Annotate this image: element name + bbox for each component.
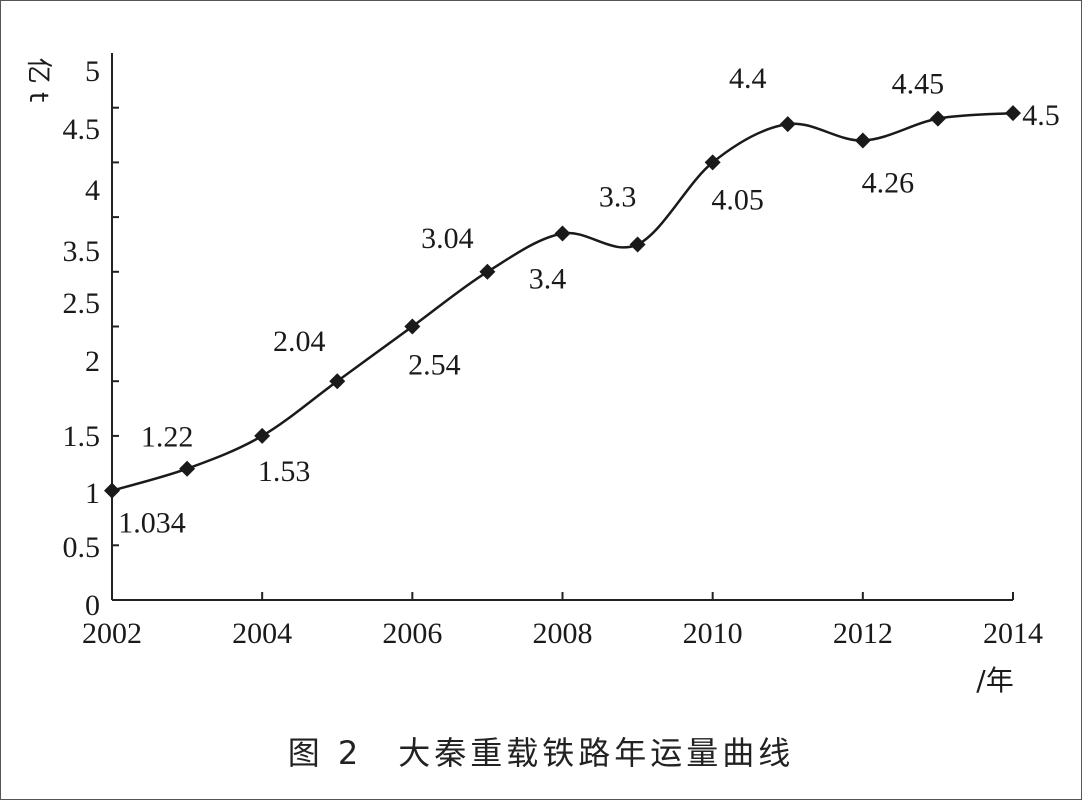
x-tick-label: 2008 (533, 617, 593, 650)
y-tick-label: 1.5 (63, 420, 101, 453)
data-point (629, 236, 646, 253)
data-label: 4.4 (729, 62, 767, 95)
data-point (779, 116, 796, 133)
y-tick-label: 4.5 (63, 113, 101, 146)
data-point (479, 263, 496, 280)
x-tick-label: 2010 (683, 617, 743, 650)
data-point (404, 318, 421, 335)
data-label: 1.034 (118, 507, 186, 540)
y-axis-title: 亿 t (23, 58, 53, 102)
data-point (854, 132, 871, 149)
y-tick-label: 3.5 (63, 235, 101, 268)
x-tick-label: 2006 (382, 617, 442, 650)
data-label: 1.22 (141, 421, 194, 454)
data-point (254, 427, 271, 444)
data-point (104, 482, 120, 499)
y-tick-label: 2.5 (63, 287, 101, 320)
data-label: 1.53 (258, 455, 311, 488)
data-label: 4.05 (711, 183, 764, 216)
data-label: 2.04 (273, 325, 326, 358)
x-tick-label: 2012 (833, 617, 893, 650)
data-label: 3.04 (421, 222, 474, 255)
data-label: 4.45 (892, 68, 945, 101)
y-tick-label: 0.5 (63, 531, 101, 564)
x-tick-label: 2014 (983, 617, 1043, 650)
data-point (179, 460, 196, 477)
data-point (329, 373, 346, 390)
data-label: 3.4 (529, 263, 567, 296)
y-tick-label: 0 (85, 589, 100, 622)
y-tick-label: 5 (85, 55, 100, 88)
x-tick-label: 2004 (232, 617, 292, 650)
data-label: 4.5 (1022, 99, 1060, 132)
data-point (704, 154, 721, 171)
data-point (1005, 105, 1021, 122)
x-axis-title: /年 (976, 664, 1013, 697)
figure-caption: 图 2 大秦重载铁路年运量曲线 (287, 734, 795, 772)
data-label: 4.26 (862, 167, 915, 200)
data-label: 3.3 (599, 180, 637, 213)
line-chart: 0 0.5 1 1.5 2 2.5 3.5 4 4.5 5 2002 2004 2006 2008 2010… (23, 53, 1060, 697)
data-point (554, 225, 571, 242)
x-tick-label: 2002 (82, 617, 142, 650)
data-label: 2.54 (408, 349, 461, 382)
data-point (929, 110, 946, 127)
y-tick-label: 1 (85, 477, 100, 510)
y-tick-label: 4 (85, 174, 100, 207)
y-tick-label: 2 (85, 345, 100, 378)
